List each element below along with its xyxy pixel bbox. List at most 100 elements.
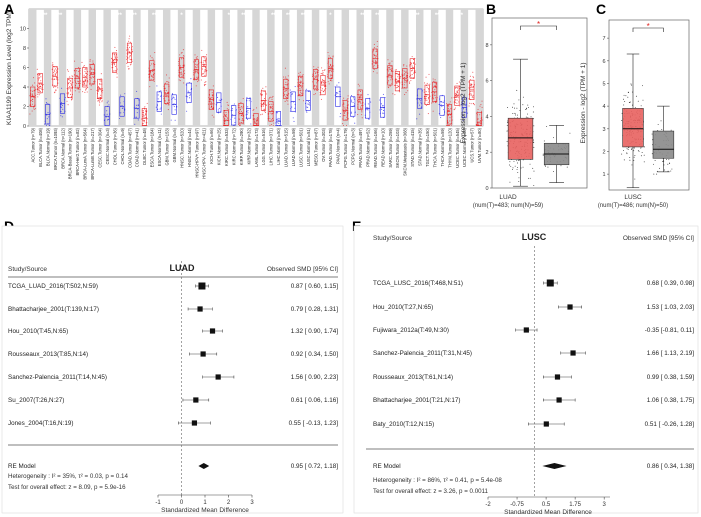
panel-a-dot [359, 97, 361, 99]
panel-c-dot [631, 104, 633, 106]
panel-b-dot [533, 106, 534, 108]
panel-a-dot [337, 92, 339, 94]
panel-c-dot [653, 163, 655, 165]
panel-a-dot [319, 94, 321, 96]
panel-a-dot [165, 89, 167, 92]
panel-a-x-tick-label: UCS.Tumor (n=57) [470, 127, 475, 162]
panel-a-dot [353, 98, 355, 100]
panel-a-band [103, 9, 111, 126]
panel-a-dot [36, 93, 38, 95]
panel-a-dot [261, 103, 263, 105]
panel-a-dot [171, 93, 173, 95]
panel-a-dot [472, 97, 474, 99]
panel-b-dot [528, 177, 529, 179]
panel-a-dot [90, 67, 92, 69]
panel-a-dot [85, 84, 87, 86]
panel-a-dot [173, 97, 175, 99]
panel-a-band [58, 9, 67, 126]
panel-a-dot [99, 99, 101, 101]
panel-a-dot [287, 100, 289, 102]
panel-a-dot [231, 116, 233, 118]
panel-a-band [401, 9, 409, 126]
panel-a-dot [388, 68, 390, 70]
panel-a-dot [472, 102, 474, 104]
panel-a-dot [90, 85, 92, 87]
panel-b-y-tick-label: 2 [485, 150, 488, 156]
panel-a-dot [70, 84, 72, 86]
panel-a-dot [374, 55, 376, 57]
panel-a-dot [428, 91, 430, 93]
panel-a-dot [297, 85, 299, 87]
panel-a-dot [238, 123, 240, 125]
panel-a-dot [447, 109, 449, 111]
panel-a-dot [74, 90, 76, 92]
panel-a-dot [178, 79, 180, 81]
panel-a-dot [383, 112, 385, 114]
panel-b-dot [522, 166, 524, 168]
panel-e-study-label: Hou_2010(T:27,N:65) [373, 304, 433, 311]
panel-a-dot [254, 120, 256, 123]
panel-a-dot [84, 81, 86, 83]
panel-a-dot [413, 72, 415, 74]
panel-e-model-label: RE Model [373, 463, 401, 470]
panel-a-dot [107, 100, 109, 102]
panel-a-dot [204, 70, 206, 72]
panel-a-dot [420, 107, 422, 109]
panel-a-x-tick-label: COAD.Normal (n=41) [135, 127, 140, 167]
panel-a-dot [468, 98, 470, 100]
panel-b-dot [518, 180, 520, 182]
panel-a-dot [440, 116, 442, 119]
panel-c-dot [643, 146, 645, 148]
panel-a-box [275, 111, 281, 126]
panel-a-dot [271, 113, 273, 115]
panel-a-dot [83, 83, 85, 85]
panel-a-dot [367, 94, 369, 96]
panel-a-dot [480, 110, 483, 112]
panel-a-dot [143, 115, 145, 117]
panel-a-dot [202, 62, 204, 64]
panel-a-dot [368, 118, 370, 120]
panel-a-dot [114, 70, 116, 72]
panel-c-y-tick-label: 3 [602, 127, 605, 133]
panel-a-dot [395, 84, 397, 86]
panel-a-dot [180, 52, 182, 54]
panel-c-y-tick-label: 1 [602, 172, 605, 178]
panel-c-dot [661, 129, 663, 131]
panel-a-dot [309, 101, 311, 104]
panel-e-study-point [556, 397, 562, 403]
panel-a-dot [375, 63, 377, 65]
panel-a-dot [323, 82, 325, 84]
panel-a-x-tick-label: KIRP.Tumor (n=290) [239, 127, 244, 165]
panel-a-dot [389, 63, 391, 65]
panel-a-dot [85, 88, 87, 90]
panel-a-dot [118, 117, 121, 120]
panel-a-dot [142, 110, 145, 112]
panel-c-dot [626, 152, 628, 154]
panel-d-study-value: 0.55 [ -0.13, 1.23] [289, 420, 339, 427]
panel-a-dot [432, 101, 434, 104]
panel-a-dot [205, 84, 207, 86]
panel-a-dot [221, 99, 223, 101]
panel-a-dot [203, 83, 205, 85]
panel-a-dot [148, 73, 150, 75]
panel-a-sig-mark: *** [152, 13, 160, 19]
panel-a-sig-mark: *** [286, 13, 294, 19]
panel-a-dot [316, 76, 318, 78]
panel-a-y-tick-label: 10 [20, 27, 26, 33]
panel-b-dot [507, 122, 509, 123]
panel-a-dot [145, 114, 147, 116]
panel-a-dot [359, 94, 361, 96]
panel-a-dot [479, 114, 481, 116]
panel-a-dot [390, 75, 392, 78]
panel-b-dot [508, 164, 510, 166]
panel-a-dot [317, 66, 319, 68]
panel-a-dot [154, 52, 156, 54]
panel-a-dot [388, 73, 390, 75]
panel-d-model-label: RE Model [8, 463, 36, 470]
panel-a-dot [179, 54, 181, 56]
panel-a-dot [42, 84, 44, 86]
panel-a-dot [160, 90, 162, 92]
panel-a-dot [315, 68, 317, 70]
panel-a-dot [166, 102, 168, 104]
panel-a-dot [155, 106, 157, 108]
